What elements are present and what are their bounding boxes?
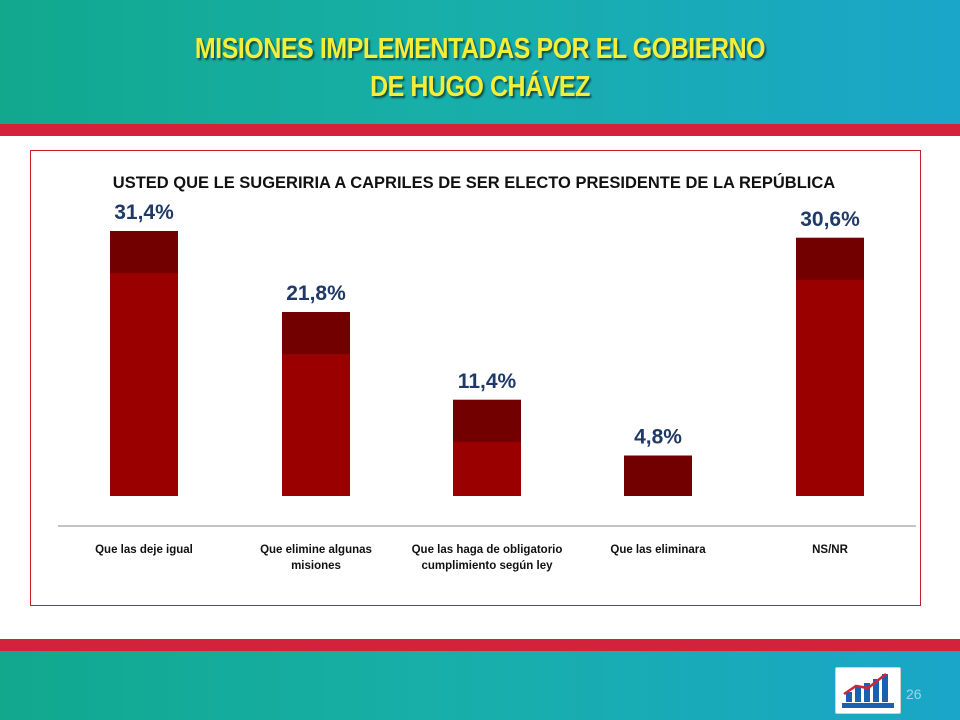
bar-3-cap: [453, 399, 521, 442]
x-tick-label-4-line-1: Que las eliminara: [610, 544, 706, 556]
value-label-1: 31,4%: [114, 201, 174, 224]
x-tick-label-5-line-1: NS/NR: [812, 544, 848, 556]
bars-group: 31,4% 21,8% 11,4% 4,8% 30,6%: [110, 201, 864, 496]
bar-5: [796, 237, 864, 496]
x-tick-label-5: NS/NR: [812, 544, 848, 556]
chart-title: USTED QUE LE SUGERIRIA A CAPRILES DE SER…: [113, 173, 835, 192]
slide-title-line-2: DE HUGO CHÁVEZ: [370, 71, 590, 103]
value-label-4: 4,8%: [634, 426, 682, 449]
x-tick-label-1-line-1: Que las deje igual: [95, 544, 193, 556]
slide-title-line-1: MISIONES IMPLEMENTADAS POR EL GOBIERNO: [194, 33, 766, 65]
company-logo: [835, 667, 901, 714]
x-tick-label-3: Que las haga de obligatorio cumplimiento …: [412, 544, 563, 572]
page-number: 26: [906, 686, 922, 702]
x-tick-labels: Que las deje igual Que elimine algunas mis…: [95, 544, 848, 572]
bar-chart: USTED QUE LE SUGERIRIA A CAPRILES DE SER…: [58, 173, 916, 572]
bar-5-cap: [796, 237, 864, 280]
x-tick-label-1: Que las deje igual: [95, 544, 193, 556]
x-tick-label-2-line-1: Que elimine algunas: [260, 544, 372, 556]
header-band: [0, 0, 960, 124]
x-tick-label-3-line-2: cumplimiento según ley: [422, 560, 554, 572]
value-label-3: 11,4%: [458, 370, 517, 393]
value-label-2: 21,8%: [286, 282, 346, 305]
footer-stripe: [0, 639, 960, 651]
x-tick-label-3-line-1: Que las haga de obligatorio: [412, 544, 563, 556]
bar-1: [110, 231, 178, 496]
slide-title: MISIONES IMPLEMENTADAS POR EL GOBIERNO D…: [67, 30, 893, 106]
chart-frame: [30, 150, 921, 606]
footer-band: [0, 651, 960, 720]
bar-2-cap: [282, 312, 350, 355]
header-stripe: [0, 124, 960, 136]
x-tick-label-2-line-2: misiones: [291, 560, 341, 572]
bar-1-cap: [110, 231, 178, 274]
x-tick-label-4: Que las eliminara: [610, 544, 706, 556]
x-tick-label-2: Que elimine algunas misiones: [260, 544, 372, 572]
bar-4-cap: [624, 455, 692, 496]
value-label-5: 30,6%: [800, 208, 860, 231]
